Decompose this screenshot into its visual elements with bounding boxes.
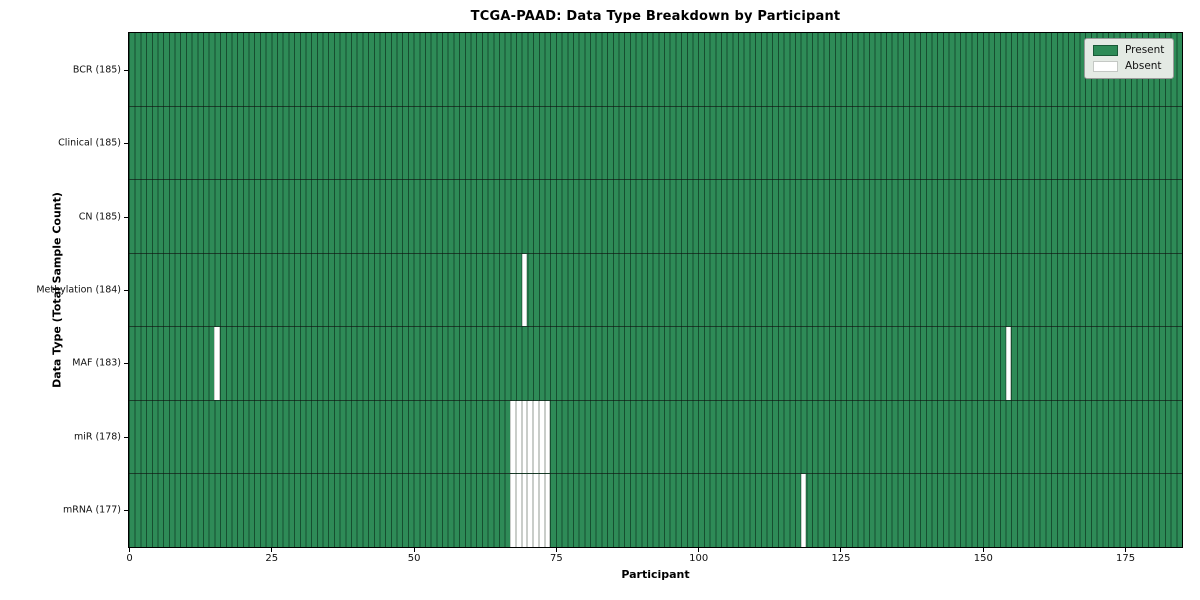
- y-axis-tick: [124, 69, 128, 71]
- absent-cell: [527, 400, 534, 474]
- x-axis-tick-label: 100: [689, 553, 709, 564]
- x-axis-tick: [413, 548, 415, 552]
- y-axis-tick-label: BCR (185): [72, 64, 121, 76]
- heatmap-row-BCR: [129, 33, 1182, 106]
- x-axis-tick-label: 25: [265, 553, 279, 564]
- heatmap-row-Methylation: [129, 252, 1182, 327]
- x-axis-tick-label: 50: [407, 553, 421, 564]
- absent-cell: [214, 327, 221, 400]
- y-axis-tick: [124, 510, 128, 512]
- y-axis-tick: [124, 216, 128, 218]
- absent-cell: [527, 474, 534, 548]
- x-axis-tick-label: 0: [126, 553, 133, 564]
- heatmap-row-mRNA: [129, 473, 1182, 548]
- legend-label: Present: [1125, 44, 1165, 57]
- y-axis-tick-label: Clinical (185): [58, 137, 121, 149]
- legend-entry-absent: Absent: [1093, 61, 1164, 72]
- absent-swatch-icon: [1093, 61, 1118, 72]
- absent-cell: [544, 400, 551, 474]
- absent-cell: [516, 400, 522, 474]
- absent-cell: [533, 474, 539, 548]
- legend-entry-present: Present: [1093, 45, 1164, 56]
- y-axis-tick: [124, 143, 128, 145]
- x-axis-tick: [271, 548, 273, 552]
- y-axis-tick-label: MAF (183): [72, 357, 121, 369]
- x-axis-tick: [840, 548, 842, 552]
- x-axis-tick-label: 75: [550, 553, 563, 564]
- absent-cell: [800, 474, 807, 548]
- x-axis-tick: [698, 548, 700, 552]
- y-axis-tick: [124, 436, 128, 438]
- heatmap-row-miR: [129, 399, 1182, 474]
- x-axis-tick: [982, 548, 984, 552]
- x-axis-tick-label: 150: [973, 553, 993, 564]
- absent-cell: [538, 400, 545, 474]
- absent-cell: [521, 253, 528, 327]
- absent-cell: [1005, 327, 1012, 400]
- absent-cell: [538, 474, 545, 548]
- plot-area: [128, 32, 1183, 548]
- legend: Present Absent: [1084, 38, 1175, 79]
- x-axis-tick-label: 125: [831, 553, 851, 564]
- absent-cell: [516, 474, 522, 548]
- y-axis-tick-label: CN (185): [78, 211, 121, 223]
- y-axis-tick: [124, 363, 128, 365]
- absent-cell: [533, 400, 539, 474]
- absent-cell: [544, 474, 551, 548]
- x-axis-title: Participant: [621, 568, 690, 581]
- legend-label: Absent: [1125, 60, 1162, 73]
- absent-cell: [510, 400, 517, 474]
- heatmap-row-MAF: [129, 326, 1182, 400]
- heatmap-row-Clinical: [129, 105, 1182, 180]
- y-axis-tick: [124, 290, 128, 291]
- x-axis-tick: [555, 548, 557, 552]
- x-axis-tick-label: 175: [1116, 553, 1136, 564]
- x-axis-tick: [1125, 548, 1127, 552]
- chart-title: TCGA-PAAD: Data Type Breakdown by Partic…: [470, 9, 841, 24]
- present-swatch-icon: [1093, 45, 1118, 56]
- y-axis-tick-label: mRNA (177): [62, 504, 121, 516]
- x-axis-tick: [129, 548, 130, 552]
- absent-cell: [521, 400, 528, 474]
- y-axis-tick-label: miR (178): [73, 431, 121, 443]
- heatmap-row-CN: [129, 179, 1182, 253]
- y-axis-tick-label: Methylation (184): [36, 284, 121, 296]
- absent-cell: [510, 474, 517, 548]
- absent-cell: [521, 474, 528, 548]
